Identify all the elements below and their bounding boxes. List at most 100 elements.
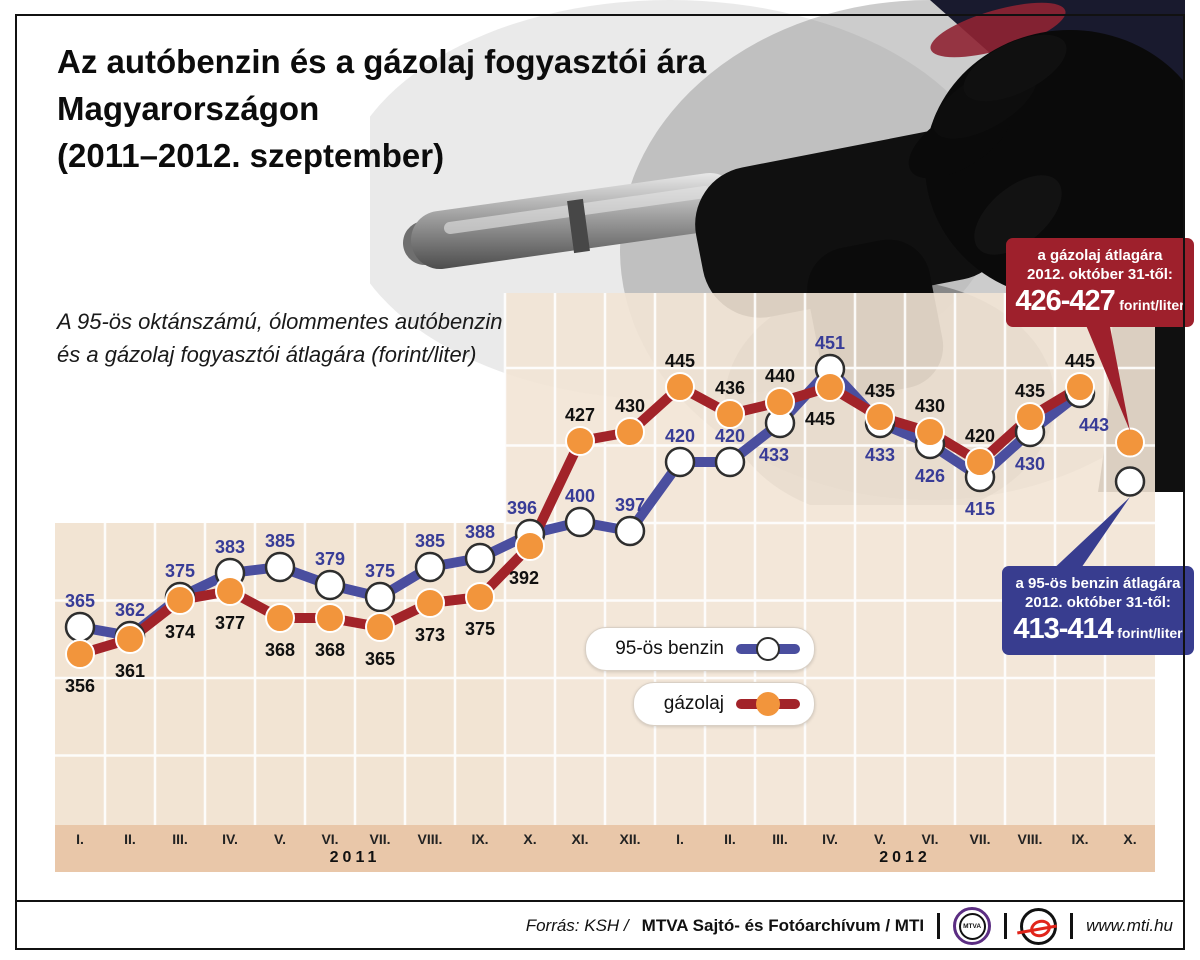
svg-text:383: 383	[215, 537, 245, 557]
svg-text:443: 443	[1079, 415, 1109, 435]
footer-separator	[1004, 913, 1008, 939]
mti-logo-icon	[1017, 907, 1058, 945]
petrol-callout-unit: forint/liter	[1117, 625, 1183, 641]
footer-divider	[15, 900, 1185, 902]
diesel-callout-line2: 2012. október 31-től:	[1027, 266, 1173, 283]
footer-separator	[937, 913, 941, 939]
svg-text:420: 420	[665, 426, 695, 446]
mtva-logo-icon: MTVA	[953, 907, 992, 945]
source-main: MTVA Sajtó- és Fotóarchívum / MTI	[641, 916, 925, 935]
month-label: X.	[1123, 831, 1137, 847]
mtva-logo-label: MTVA	[958, 912, 986, 940]
svg-text:426: 426	[915, 466, 945, 486]
svg-text:445: 445	[665, 351, 695, 371]
diesel-callout: a gázolaj átlagára 2012. október 31-től:…	[1006, 238, 1194, 327]
svg-text:373: 373	[415, 625, 445, 645]
svg-text:430: 430	[1015, 454, 1045, 474]
svg-text:430: 430	[615, 396, 645, 416]
title-line-1: Az autóbenzin és a gázolaj fogyasztói ár…	[57, 43, 707, 80]
legend-item-benzin: 95-ös benzin	[585, 627, 815, 671]
month-label: VII.	[969, 831, 991, 847]
svg-text:375: 375	[165, 561, 195, 581]
chart-subtitle: A 95-ös oktánszámú, ólommentes autóbenzi…	[57, 305, 503, 371]
footer-url: www.mti.hu	[1086, 916, 1173, 935]
svg-text:362: 362	[115, 600, 145, 620]
petrol-callout-value: 413-414	[1013, 613, 1113, 645]
svg-text:420: 420	[715, 426, 745, 446]
subtitle-line-1: A 95-ös oktánszámú, ólommentes autóbenzi…	[57, 309, 503, 334]
footer: Forrás: KSH / MTVA Sajtó- és Fotóarchívu…	[526, 906, 1173, 946]
month-label: VIII.	[1017, 831, 1043, 847]
svg-text:440: 440	[765, 366, 795, 386]
svg-text:430: 430	[915, 396, 945, 416]
month-label: V.	[874, 831, 886, 847]
svg-text:368: 368	[315, 640, 345, 660]
svg-text:445: 445	[1065, 351, 1095, 371]
month-label: III.	[172, 831, 188, 847]
svg-text:451: 451	[815, 333, 845, 353]
title-line-3: (2011–2012. szeptember)	[57, 137, 445, 174]
svg-text:388: 388	[465, 522, 495, 542]
title-line-2: Magyarországon	[57, 90, 320, 127]
month-label: IV.	[222, 831, 238, 847]
svg-text:400: 400	[565, 486, 595, 506]
footer-separator	[1070, 913, 1074, 939]
page-title: Az autóbenzin és a gázolaj fogyasztói ár…	[57, 38, 706, 179]
month-label: X.	[523, 831, 537, 847]
month-label: IV.	[822, 831, 838, 847]
svg-text:361: 361	[115, 661, 145, 681]
petrol-callout: a 95-ös benzin átlagára 2012. október 31…	[1002, 566, 1194, 655]
month-label: XI.	[571, 831, 589, 847]
svg-text:420: 420	[965, 426, 995, 446]
month-label: VII.	[369, 831, 391, 847]
petrol-callout-line2: 2012. október 31-től:	[1025, 594, 1171, 611]
legend-label-benzin: 95-ös benzin	[615, 638, 724, 659]
legend-item-gazolaj: gázolaj	[633, 682, 815, 726]
svg-text:435: 435	[1015, 381, 1045, 401]
svg-text:375: 375	[465, 619, 495, 639]
svg-text:379: 379	[315, 549, 345, 569]
month-label: IX.	[471, 831, 489, 847]
diesel-callout-value: 426-427	[1015, 285, 1115, 317]
source-prefix: Forrás: KSH /	[525, 916, 629, 935]
svg-text:433: 433	[865, 445, 895, 465]
svg-text:396: 396	[507, 498, 537, 518]
subtitle-line-2: és a gázolaj fogyasztói átlagára (forint…	[57, 342, 477, 367]
svg-text:397: 397	[615, 495, 645, 515]
month-label: IX.	[1071, 831, 1089, 847]
petrol-callout-line1: a 95-ös benzin átlagára	[1015, 575, 1181, 592]
month-label: VI.	[321, 831, 339, 847]
benzin-line-sample-icon	[736, 637, 800, 661]
svg-text:377: 377	[215, 613, 245, 633]
svg-text:436: 436	[715, 378, 745, 398]
svg-text:435: 435	[865, 381, 895, 401]
x-axis-strip: I. II. III. IV. V. VI. VII. VIII. IX. X. XI. XII. I.…	[55, 825, 1155, 872]
month-label: I.	[676, 831, 684, 847]
month-label: V.	[274, 831, 286, 847]
svg-text:368: 368	[265, 640, 295, 660]
month-label: II.	[124, 831, 136, 847]
svg-text:385: 385	[265, 531, 295, 551]
month-label: I.	[76, 831, 84, 847]
month-label: VI.	[921, 831, 939, 847]
month-label: III.	[772, 831, 788, 847]
svg-text:375: 375	[365, 561, 395, 581]
price-chart-svg: 365 362 375 383 385 379 375 385 388 396 400 397 420 4…	[55, 293, 1155, 825]
legend-label-gazolaj: gázolaj	[663, 693, 724, 714]
svg-text:356: 356	[65, 676, 95, 696]
year-label: 2012	[879, 849, 931, 866]
svg-text:374: 374	[165, 622, 195, 642]
gazolaj-line-sample-icon	[736, 692, 800, 716]
svg-text:427: 427	[565, 405, 595, 425]
svg-text:365: 365	[65, 591, 95, 611]
svg-text:433: 433	[759, 445, 789, 465]
month-label: II.	[724, 831, 736, 847]
month-label: XII.	[619, 831, 641, 847]
svg-text:445: 445	[805, 409, 835, 429]
year-label: 2011	[329, 849, 381, 866]
svg-text:385: 385	[415, 531, 445, 551]
svg-text:365: 365	[365, 649, 395, 669]
month-label: VIII.	[417, 831, 443, 847]
svg-text:392: 392	[509, 568, 539, 588]
